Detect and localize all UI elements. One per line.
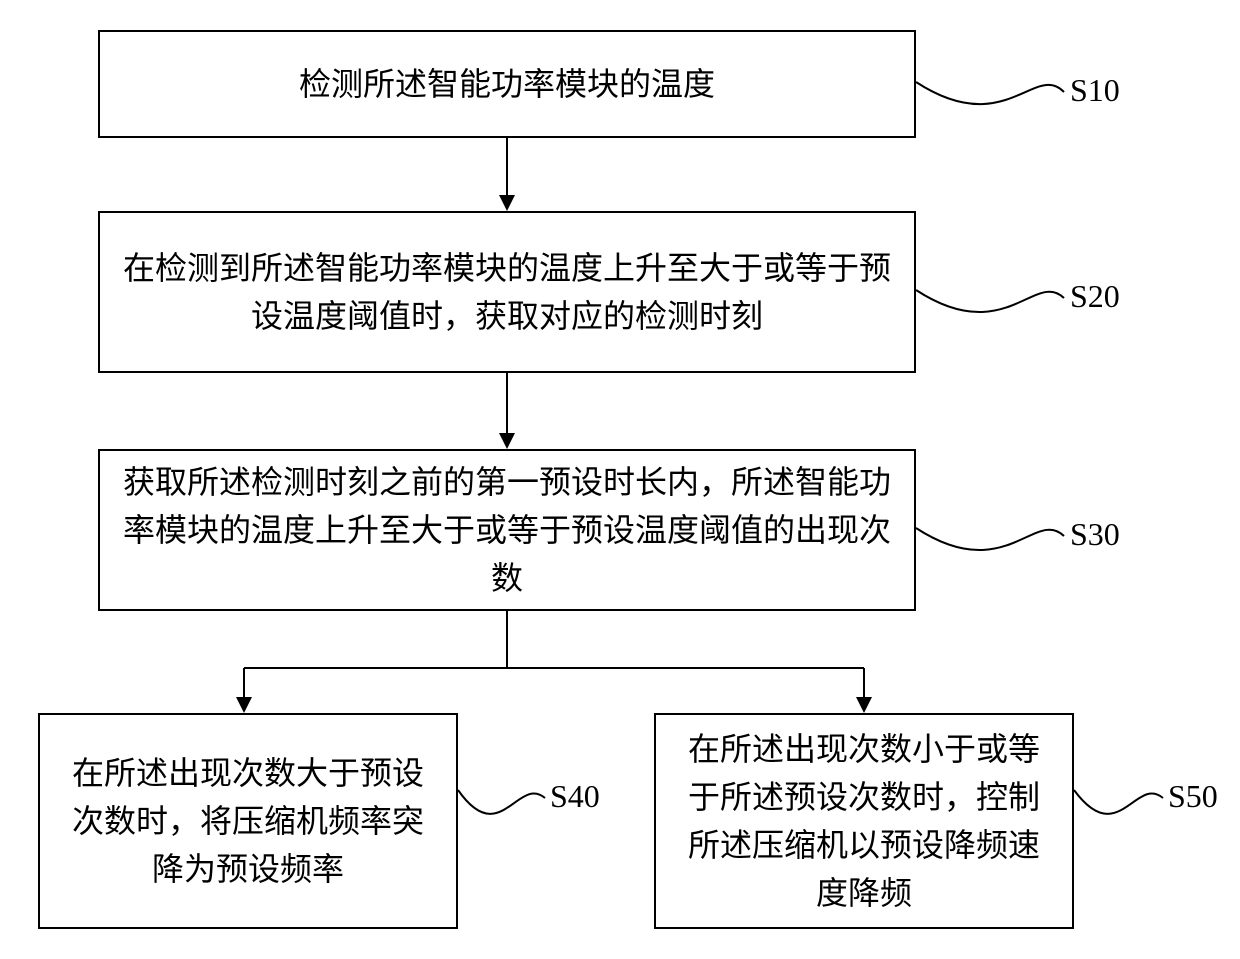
node-text: 在所述出现次数大于预设次数时，将压缩机频率突降为预设频率 (60, 749, 436, 893)
flowchart-node-s20: 在检测到所述智能功率模块的温度上升至大于或等于预设温度阈值时，获取对应的检测时刻 (98, 211, 916, 373)
step-label-s10: S10 (1070, 72, 1120, 109)
step-label-s30: S30 (1070, 516, 1120, 553)
step-label-s40: S40 (550, 778, 600, 815)
node-text: 检测所述智能功率模块的温度 (299, 60, 715, 108)
flowchart-node-s10: 检测所述智能功率模块的温度 (98, 30, 916, 138)
flowchart-node-s50: 在所述出现次数小于或等于所述预设次数时，控制所述压缩机以预设降频速度降频 (654, 713, 1074, 929)
flowchart-node-s40: 在所述出现次数大于预设次数时，将压缩机频率突降为预设频率 (38, 713, 458, 929)
flowchart-container: 检测所述智能功率模块的温度 S10 在检测到所述智能功率模块的温度上升至大于或等… (0, 0, 1240, 959)
step-label-s20: S20 (1070, 278, 1120, 315)
node-text: 获取所述检测时刻之前的第一预设时长内，所述智能功率模块的温度上升至大于或等于预设… (120, 458, 894, 602)
node-text: 在所述出现次数小于或等于所述预设次数时，控制所述压缩机以预设降频速度降频 (676, 725, 1052, 917)
step-label-s50: S50 (1168, 778, 1218, 815)
flowchart-node-s30: 获取所述检测时刻之前的第一预设时长内，所述智能功率模块的温度上升至大于或等于预设… (98, 449, 916, 611)
node-text: 在检测到所述智能功率模块的温度上升至大于或等于预设温度阈值时，获取对应的检测时刻 (120, 244, 894, 340)
